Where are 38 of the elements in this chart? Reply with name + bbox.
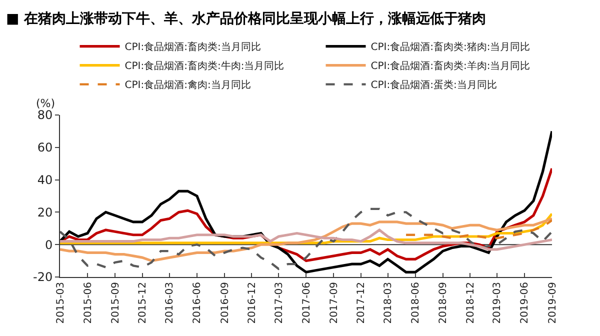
x-tick-label: 2015-09 (110, 282, 122, 324)
x-tick-label: 2017-12 (356, 282, 368, 324)
x-tick-label: 2017-06 (301, 282, 312, 324)
x-tick-label: 2018-06 (410, 282, 422, 324)
line-series (60, 208, 552, 270)
y-tick-label: -20 (32, 270, 53, 284)
legend-label: CPI:食品烟酒:畜肉类:当月同比 (124, 41, 261, 54)
x-tick-label: 2017-03 (274, 282, 285, 324)
x-tick-label: 2019-03 (492, 282, 504, 324)
y-tick-label: 0 (44, 238, 53, 252)
x-tick-label: 2018-12 (465, 282, 476, 324)
y-tick-label: 40 (37, 173, 53, 187)
line-series (404, 219, 552, 240)
legend-label: CPI:食品烟酒:蛋类:当月同比 (370, 79, 497, 92)
line-series (60, 228, 552, 251)
y-tick-label: 20 (37, 205, 53, 220)
legend-label: CPI:食品烟酒:畜肉类:牛肉:当月同比 (124, 60, 284, 72)
y-tick-label: 60 (37, 140, 53, 155)
chart-title: ■ 在猪肉上涨带动下牛、羊、水产品价格同比呈现小幅上行，涨幅远低于猪肉 (6, 10, 486, 28)
x-tick-label: 2016-12 (246, 282, 258, 324)
legend-label: CPI:食品烟酒:畜肉类:猪肉:当月同比 (370, 41, 530, 54)
x-tick-label: 2019-06 (520, 282, 531, 324)
y-tick-label: 80 (37, 108, 53, 122)
line-series (60, 130, 552, 274)
x-tick-label: 2015-12 (138, 282, 148, 324)
x-tick-label: 2016-03 (164, 282, 176, 324)
legend-label: CPI:食品烟酒:禽肉:当月同比 (124, 79, 251, 92)
x-tick-label: 2018-09 (438, 282, 450, 324)
x-tick-label: 2018-03 (383, 282, 394, 324)
line-series (60, 217, 552, 262)
x-tick-label: 2015-06 (82, 282, 94, 324)
x-tick-label: 2016-09 (220, 282, 231, 324)
x-tick-label: 2019-09 (547, 282, 558, 324)
x-tick-label: 2015-03 (55, 282, 66, 324)
legend-label: CPI:食品烟酒:畜肉类:羊肉:当月同比 (370, 60, 530, 72)
y-axis-title: (%) (36, 97, 56, 110)
x-tick-label: 2016-06 (192, 282, 204, 324)
x-tick-label: 2017-09 (328, 282, 340, 324)
